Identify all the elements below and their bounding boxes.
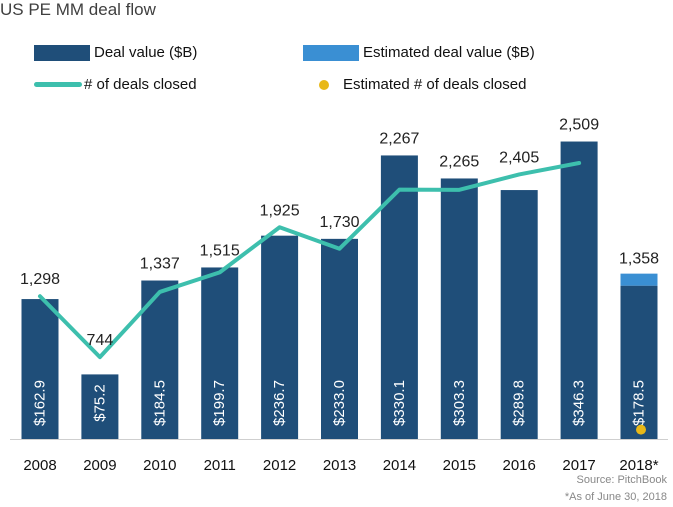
deals-label-2013: 1,730 xyxy=(319,214,359,231)
bar-deal-value-2012 xyxy=(261,235,299,439)
bar-value-label-2015: $303.3 xyxy=(451,380,468,426)
legend-swatch-deals-closed xyxy=(34,82,82,87)
legend-item-deals-closed: # of deals closed xyxy=(34,76,197,93)
deals-label-2016: 2,405 xyxy=(499,149,539,166)
legend-label-estimated-deals-closed: Estimated # of deals closed xyxy=(343,76,527,93)
legend-label-estimated-deal-value: Estimated deal value ($B) xyxy=(363,44,535,61)
x-tick-label-2012: 2012 xyxy=(263,457,296,474)
x-tick-label-2009: 2009 xyxy=(83,457,116,474)
bar-deal-value-2017 xyxy=(560,141,598,439)
x-tick-label-2008: 2008 xyxy=(23,457,56,474)
bar-deal-value-2015 xyxy=(440,178,478,439)
bar-deal-value-2016 xyxy=(500,190,538,439)
bar-value-label-2013: $233.0 xyxy=(331,380,348,426)
legend-label-deals-closed: # of deals closed xyxy=(84,76,197,93)
bar-value-label-2018*: $178.5 xyxy=(631,380,648,426)
footnote: *As of June 30, 2018 xyxy=(564,491,667,503)
chart-title: US PE MM deal flow xyxy=(0,0,156,19)
x-tick-label-2015: 2015 xyxy=(443,457,476,474)
bar-value-label-2017: $346.3 xyxy=(571,380,588,426)
deals-label-2008: 1,298 xyxy=(20,271,60,288)
legend-item-estimated-deal-value: Estimated deal value ($B) xyxy=(303,44,535,61)
deals-label-2017: 2,509 xyxy=(559,117,599,134)
bar-estimated-deal-value-2018* xyxy=(620,273,658,286)
deals-label-2014: 2,267 xyxy=(379,130,419,147)
line-deals-closed xyxy=(38,161,582,360)
legend-item-estimated-deals-closed: Estimated # of deals closed xyxy=(303,76,526,93)
bar-deal-value-2009 xyxy=(81,374,119,439)
point-estimated-deals-2018* xyxy=(636,424,646,435)
x-tick-label-2014: 2014 xyxy=(383,457,416,474)
bar-value-label-2014: $330.1 xyxy=(391,380,408,426)
source-note: Source: PitchBook xyxy=(576,474,668,486)
deals-label-2015: 2,265 xyxy=(439,153,479,170)
x-tick-label-2016: 2016 xyxy=(503,457,536,474)
bar-value-label-2016: $289.8 xyxy=(511,380,528,426)
estimated-deals-label-2018*: 1,358 xyxy=(619,251,659,268)
bar-value-label-2010: $184.5 xyxy=(151,380,168,426)
bar-deal-value-2008 xyxy=(21,299,59,439)
x-tick-label-2011: 2011 xyxy=(204,457,236,474)
x-tick-label-2010: 2010 xyxy=(143,457,176,474)
x-tick-label-2017: 2017 xyxy=(562,457,595,474)
deals-label-2010: 1,337 xyxy=(140,256,180,273)
x-tick-label-2018*: 2018* xyxy=(619,457,658,474)
bar-deal-value-2018* xyxy=(620,285,658,439)
bar-deal-value-2011 xyxy=(201,267,239,439)
legend-label-deal-value: Deal value ($B) xyxy=(94,44,198,61)
deals-label-2009: 744 xyxy=(87,332,114,349)
bar-value-label-2011: $199.7 xyxy=(211,380,228,426)
bar-value-label-2009: $75.2 xyxy=(91,384,108,422)
bar-value-label-2012: $236.7 xyxy=(271,380,288,426)
bar-value-label-2008: $162.9 xyxy=(32,380,49,426)
deals-label-2011: 1,515 xyxy=(200,242,240,259)
deals-label-2012: 1,925 xyxy=(260,202,300,219)
x-tick-label-2013: 2013 xyxy=(323,457,356,474)
legend-swatch-deal-value xyxy=(34,44,90,61)
legend-swatch-estimated-deals-closed xyxy=(319,79,329,90)
bar-deal-value-2013 xyxy=(321,238,358,439)
legend-item-deal-value: Deal value ($B) xyxy=(34,44,197,61)
legend-swatch-estimated-deal-value xyxy=(303,44,359,61)
